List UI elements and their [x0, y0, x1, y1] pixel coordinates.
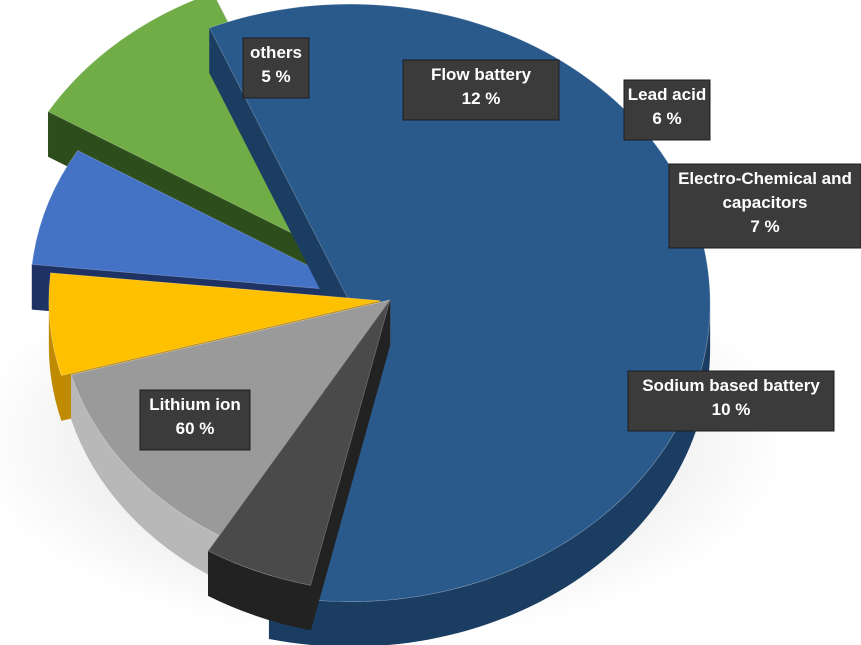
- data-label-category-electro-chemical-and-capacitors: Electro-Chemical and: [678, 169, 852, 188]
- data-label-lead-acid: Lead acid 6 %: [623, 79, 711, 141]
- data-label-others: others 5 %: [242, 37, 310, 99]
- slice-side-lithium-ion-0: [269, 302, 711, 645]
- data-label-flow-battery: Flow battery 12 %: [402, 59, 560, 121]
- data-label-value-others: 5 %: [261, 67, 290, 86]
- data-label-value-flow-battery: 12 %: [462, 89, 501, 108]
- data-label-electro-chemical-and-capacitors: Electro-Chemical and capacitors 7 %: [668, 163, 861, 249]
- data-label-value-sodium-based-battery: 10 %: [712, 400, 751, 419]
- slice-top-others: [207, 299, 391, 586]
- data-label-box-flow-battery: [402, 59, 560, 121]
- data-label-category-lead-acid: Lead acid: [628, 85, 706, 104]
- slice-side-flow-battery-0: [71, 374, 220, 581]
- slice-others: [207, 299, 391, 631]
- data-label-category-lithium-ion: Lithium ion: [149, 395, 241, 414]
- data-label-lithium-ion: Lithium ion 60 %: [139, 389, 251, 451]
- slice-top-lead-acid: [48, 272, 381, 377]
- data-label-box-lead-acid: [623, 79, 711, 141]
- data-label-box-electro-chemical-and-capacitors: [668, 163, 861, 249]
- data-label-category-sodium-based-battery: Sodium based battery: [642, 376, 820, 395]
- data-label-value-lithium-ion: 60 %: [176, 419, 215, 438]
- data-label-box-sodium-based-battery: [627, 370, 835, 432]
- data-label-value-electro-chemical-and-capacitors: 7 %: [750, 217, 779, 236]
- slice-side-lead-acid-0: [48, 300, 62, 421]
- data-label-category-others: others: [250, 43, 302, 62]
- slice-top-electro-chemical-and-capacitors: [31, 150, 362, 293]
- data-label-sodium-based-battery: Sodium based battery 10 %: [627, 370, 835, 432]
- data-label-category-electro-chemical-and-capacitors: capacitors: [722, 193, 807, 212]
- data-label-box-others: [242, 37, 310, 99]
- data-label-box-lithium-ion: [139, 389, 251, 451]
- data-label-value-lead-acid: 6 %: [652, 109, 681, 128]
- data-label-category-flow-battery: Flow battery: [431, 65, 532, 84]
- slice-side-others-0: [208, 550, 311, 631]
